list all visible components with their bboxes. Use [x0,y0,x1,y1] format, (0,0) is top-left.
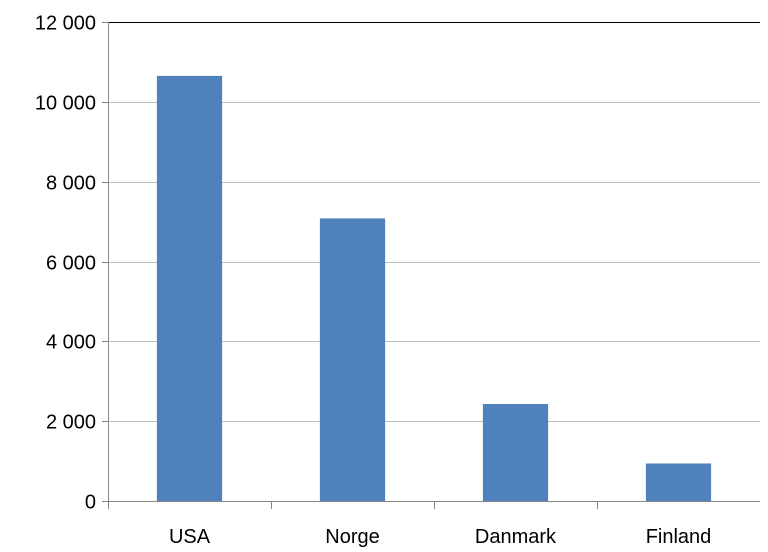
y-tick-label: 4 000 [46,332,96,354]
x-category-label: Danmark [475,526,557,547]
y-tick-label: 8 000 [46,173,96,195]
bar-usa [156,75,223,501]
axes [102,22,760,509]
bar-danmark [482,404,549,501]
y-tick-label: 12 000 [35,13,96,35]
y-tick-label: 2 000 [46,412,96,434]
y-tick-label: 10 000 [35,93,96,115]
labels: 0 2 000 4 000 6 000 8 000 10 000 12 000 USA Norg… [35,13,712,549]
x-category-label: USA [169,526,211,547]
bar-finland [645,463,712,501]
y-tick-label: 0 [85,492,96,514]
bars [156,75,712,501]
bar-norge [319,218,386,501]
y-tick-label: 6 000 [46,253,96,275]
x-category-label: Norge [325,526,379,547]
x-category-label: Finland [646,526,712,547]
